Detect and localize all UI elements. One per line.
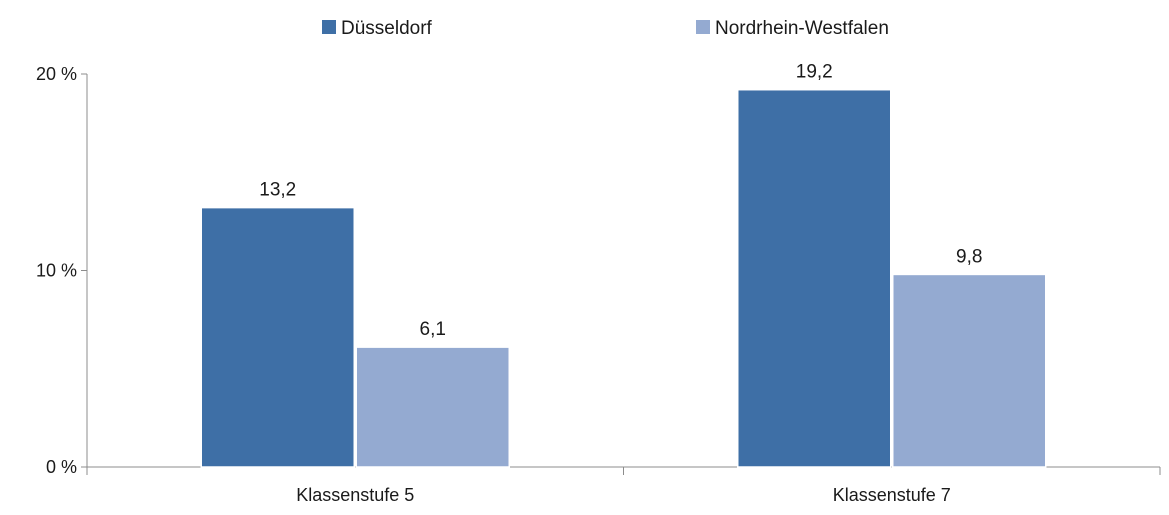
y-axis: 0 % 10 % 20 %	[36, 64, 88, 477]
bars	[200, 88, 1047, 468]
legend-label: Nordrhein-Westfalen	[715, 18, 889, 39]
y-tick-label: 10 %	[36, 261, 77, 281]
x-axis: Klassenstufe 5 Klassenstufe 7	[86, 466, 1161, 505]
y-tick-label: 20 %	[36, 64, 77, 84]
y-tick-label: 0 %	[46, 457, 77, 477]
data-label: 6,1	[420, 319, 446, 340]
data-labels: 13,2 19,2 6,1 9,8	[259, 62, 982, 340]
bar-duesseldorf-1	[200, 206, 355, 468]
legend-swatch	[322, 20, 336, 34]
bar-nrw-1	[355, 346, 510, 468]
bar-nrw-2	[892, 273, 1047, 468]
data-label: 9,8	[956, 246, 982, 267]
legend-label: Düsseldorf	[341, 18, 433, 39]
bar-duesseldorf-2	[737, 88, 892, 468]
x-category-label: Klassenstufe 5	[296, 485, 414, 505]
data-label: 19,2	[796, 62, 833, 83]
data-label: 13,2	[259, 180, 296, 201]
x-category-label: Klassenstufe 7	[833, 485, 951, 505]
legend: Düsseldorf Nordrhein-Westfalen	[322, 18, 889, 39]
legend-swatch	[696, 20, 710, 34]
